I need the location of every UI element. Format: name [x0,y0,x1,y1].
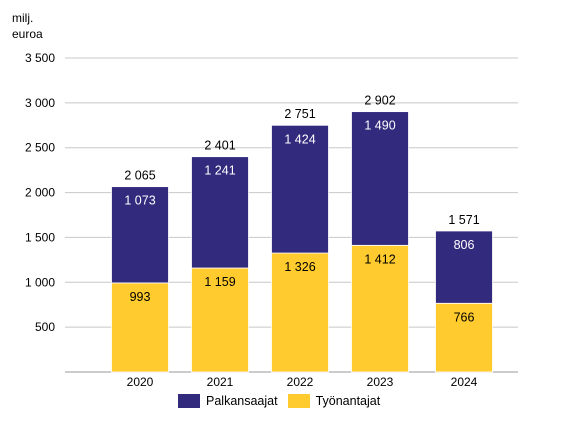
bar-value-label: 993 [130,290,151,304]
bar-segment [271,252,329,373]
bar-value-label: 766 [454,310,475,324]
y-tick-label: 3 500 [25,51,55,65]
bar-value-label: 806 [454,238,475,252]
y-tick-label: 3 000 [25,96,55,110]
bar-value-label: 1 326 [284,260,315,274]
legend-label-tyonantajat: Työnantajat [315,394,381,408]
bar-segment [191,156,249,269]
x-tick-label: 2023 [367,375,394,389]
x-tick-label: 2021 [207,375,234,389]
bar-total-label: 2 401 [204,139,235,153]
unit-label-line: euroa [12,27,43,41]
unit-label-line: milj. [12,11,33,25]
bar-segment [271,124,329,254]
bar-total-label: 1 571 [448,213,479,227]
y-axis-tick-labels: 500 1 000 1 500 2 000 2 500 3 000 3 500 [25,51,55,334]
bar-value-label: 1 241 [204,164,235,178]
bar-value-label: 1 424 [284,132,315,146]
y-tick-label: 2 500 [25,141,55,155]
legend-item-tyonantajat: Työnantajat [287,394,381,408]
bars: 993 1 073 2 065 1 159 1 241 2 401 1 326 1 424 2 … [111,94,493,373]
y-tick-label: 2 000 [25,186,55,200]
x-tick-label: 2020 [127,375,154,389]
bar-value-label: 1 073 [124,194,155,208]
bar-segment [435,230,493,304]
bar-total-label: 2 902 [364,94,395,108]
y-tick-label: 1 500 [25,230,55,244]
bar-total-label: 2 065 [124,169,155,183]
bar-total-label: 2 751 [284,107,315,121]
y-tick-label: 1 000 [25,275,55,289]
legend: Palkansaajat Työnantajat [178,394,390,408]
bar-value-label: 1 412 [364,252,395,266]
bar-segment [111,186,169,284]
bar-value-label: 1 490 [364,119,395,133]
bar-segment [191,267,249,373]
x-tick-label: 2022 [287,375,314,389]
y-tick-label: 500 [35,320,55,334]
legend-item-palkansaajat: Palkansaajat [178,394,278,408]
x-tick-label: 2024 [451,375,478,389]
x-axis-tick-labels: 2020 2021 2022 2023 2024 [127,375,478,389]
bar-segment [111,282,169,373]
legend-swatch-tyonantajat [287,394,310,408]
bar-value-label: 1 159 [204,275,235,289]
bar-segment [435,302,493,373]
bar-segment [351,111,409,246]
legend-label-palkansaajat: Palkansaajat [206,394,278,408]
y-axis-unit-label: milj. euroa [12,11,43,41]
legend-swatch-palkansaajat [178,394,200,408]
